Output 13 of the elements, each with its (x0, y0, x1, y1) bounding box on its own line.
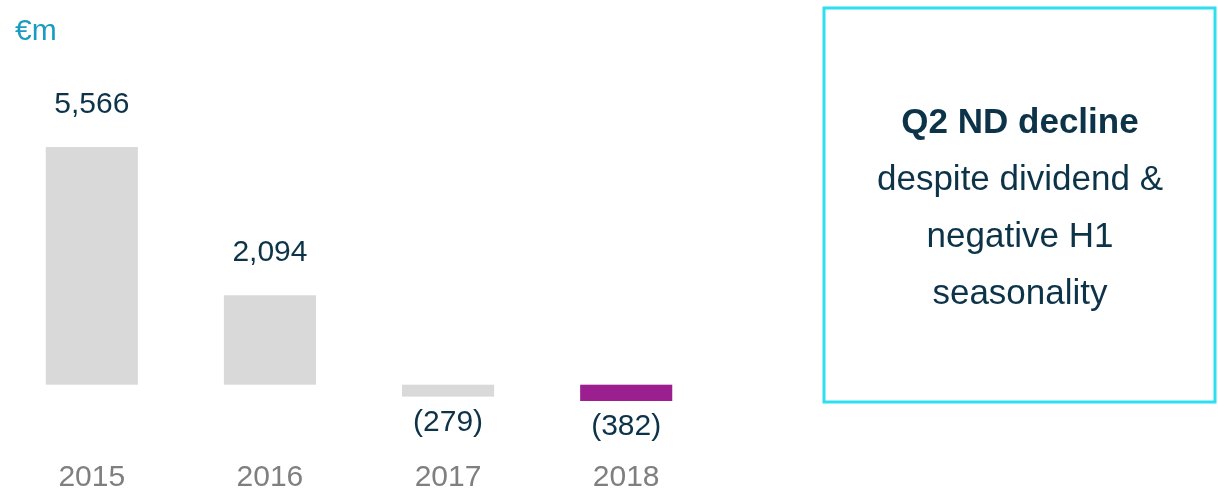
text: despite dividend & (876, 158, 1164, 197)
text: seasonality (932, 272, 1109, 311)
x-tick-label: 2015 (58, 459, 126, 492)
x-tick-label: 2017 (414, 459, 482, 492)
x-tick-label: 2018 (592, 459, 660, 492)
x-tick-label: 2016 (236, 459, 304, 492)
data-label: 5,566 (54, 86, 130, 119)
data-label: (382) (591, 408, 662, 441)
data-label: 2,094 (232, 234, 308, 268)
text: negative H1 (926, 215, 1114, 254)
text: Q2 ND decline (901, 101, 1139, 140)
y-axis-title: €m (15, 13, 57, 46)
data-label: (279) (413, 403, 484, 437)
